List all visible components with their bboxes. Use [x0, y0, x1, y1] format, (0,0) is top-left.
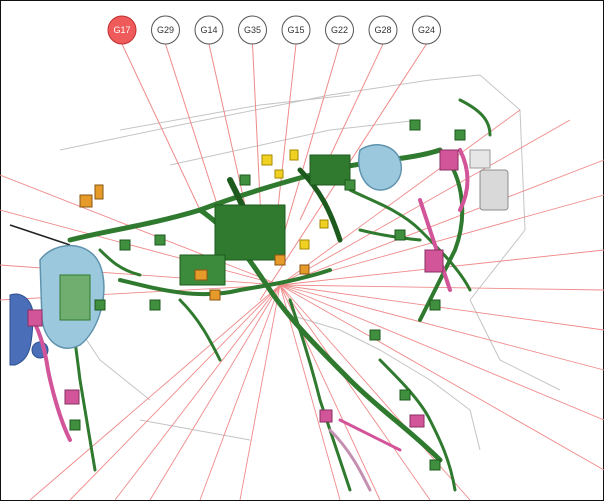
leader-line	[279, 109, 521, 286]
leader-line	[29, 284, 281, 501]
pink-connectors	[27, 149, 459, 428]
leader-line	[0, 209, 281, 286]
pink-harness	[28, 148, 470, 492]
main-harness	[58, 98, 492, 492]
leader-line	[69, 284, 281, 501]
leader-line	[199, 284, 281, 501]
leader-line	[284, 43, 340, 231]
connector-badge-g28[interactable]: G28	[368, 15, 398, 45]
connector-badge-circle[interactable]	[325, 15, 354, 45]
leader-line	[279, 284, 341, 501]
orange-connectors	[79, 184, 310, 301]
connector-badge-circle[interactable]	[194, 15, 224, 45]
connector-badge-g14[interactable]: G14	[194, 15, 224, 45]
leader-line	[279, 194, 605, 286]
leader-line	[299, 43, 384, 221]
connector-badge-circle[interactable]	[238, 15, 267, 45]
leader-line	[114, 284, 281, 501]
right-blue-module	[358, 144, 402, 191]
connector-badges: G17 G29 G14 G35 G15 G22 G28 G24	[107, 15, 441, 45]
connector-badge-label: G17	[113, 25, 130, 35]
connector-badge-circle[interactable]	[368, 15, 398, 45]
connector-badge-g15[interactable]: G15	[281, 15, 311, 45]
connector-badge-g29[interactable]: G29	[151, 15, 180, 45]
connector-badge-label: G15	[287, 25, 304, 35]
connector-badge-label: G22	[331, 25, 348, 35]
leader-lines	[0, 43, 605, 501]
leader-line	[274, 43, 297, 236]
dashboard-outline	[59, 74, 561, 451]
leader-line	[149, 284, 281, 501]
connector-badge-label: G28	[374, 25, 391, 35]
ground-lead	[9, 224, 71, 246]
leader-line	[239, 284, 281, 501]
green-connectors	[69, 119, 466, 471]
leader-line	[279, 284, 605, 471]
leader-line	[279, 159, 605, 286]
connector-badge-label: G14	[200, 25, 217, 35]
connector-badge-g17[interactable]: G17	[107, 15, 137, 45]
connector-badge-circle[interactable]	[151, 15, 180, 45]
yellow-connectors	[261, 149, 329, 250]
leader-line	[0, 174, 281, 286]
connector-badge-circle[interactable]	[107, 15, 137, 45]
leader-line	[279, 284, 605, 291]
right-gray-module	[469, 149, 509, 211]
connector-badge-g24[interactable]: G24	[412, 15, 441, 45]
connector-badge-label: G35	[244, 25, 261, 35]
leader-line	[121, 43, 201, 211]
connector-badge-g22[interactable]: G22	[325, 15, 354, 45]
leader-line	[279, 284, 605, 421]
connector-badge-g35[interactable]: G35	[238, 15, 267, 45]
connector-badge-label: G24	[418, 25, 435, 35]
connector-badge-circle[interactable]	[412, 15, 441, 45]
leader-line	[279, 284, 431, 501]
connector-badge-circle[interactable]	[281, 15, 311, 45]
left-blue-module	[39, 244, 105, 349]
leader-line	[279, 284, 605, 331]
leader-line	[279, 284, 471, 501]
leader-line	[279, 284, 605, 371]
leader-line	[279, 119, 571, 286]
connector-badge-label: G29	[157, 25, 174, 35]
